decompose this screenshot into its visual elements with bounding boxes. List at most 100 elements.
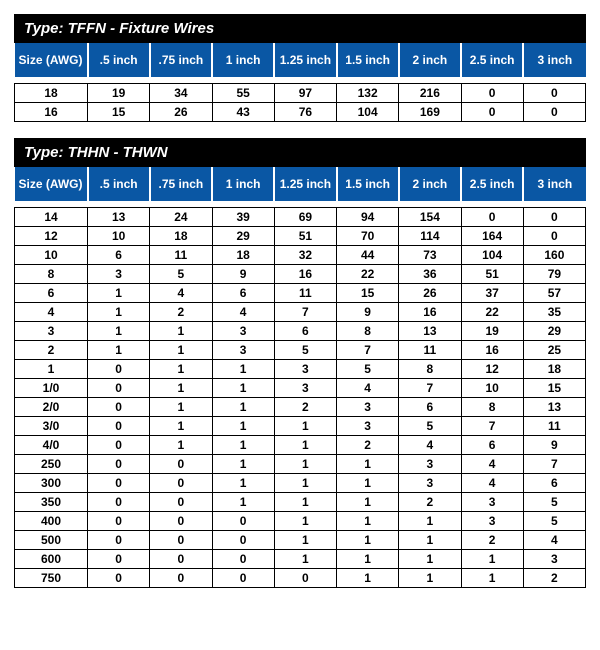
value-cell: 1 <box>274 436 336 455</box>
table-row: 1061118324473104160 <box>15 246 586 265</box>
value-cell: 16 <box>274 265 336 284</box>
table-row: 75000001112 <box>15 569 586 588</box>
value-cell: 7 <box>337 341 399 360</box>
size-cell: 350 <box>15 493 88 512</box>
table-type-title: Type: TFFN - Fixture Wires <box>14 14 586 43</box>
value-cell: 13 <box>523 398 585 417</box>
size-cell: 18 <box>15 84 88 103</box>
value-cell: 2 <box>461 531 523 550</box>
value-cell: 34 <box>150 84 212 103</box>
value-cell: 4 <box>461 455 523 474</box>
value-cell: 1 <box>212 455 274 474</box>
value-cell: 1 <box>88 341 150 360</box>
value-cell: 39 <box>212 208 274 227</box>
size-cell: 750 <box>15 569 88 588</box>
table-row: 25000111347 <box>15 455 586 474</box>
value-cell: 1 <box>212 398 274 417</box>
value-cell: 0 <box>88 474 150 493</box>
value-cell: 0 <box>88 379 150 398</box>
table-row: 211357111625 <box>15 341 586 360</box>
value-cell: 1 <box>274 531 336 550</box>
value-cell: 1 <box>274 455 336 474</box>
value-cell: 3 <box>212 341 274 360</box>
value-cell: 5 <box>274 341 336 360</box>
value-cell: 9 <box>212 265 274 284</box>
value-cell: 0 <box>88 436 150 455</box>
value-cell: 2 <box>337 436 399 455</box>
value-cell: 1 <box>337 493 399 512</box>
value-cell: 0 <box>461 103 523 122</box>
value-cell: 0 <box>88 398 150 417</box>
value-cell: 0 <box>88 493 150 512</box>
value-cell: 0 <box>212 512 274 531</box>
value-cell: 1 <box>212 417 274 436</box>
column-header: .75 inch <box>150 43 212 77</box>
size-cell: 6 <box>15 284 88 303</box>
column-header: 3 inch <box>523 43 585 77</box>
value-cell: 19 <box>88 84 150 103</box>
value-cell: 97 <box>274 84 336 103</box>
value-cell: 1 <box>337 474 399 493</box>
value-cell: 1 <box>337 455 399 474</box>
table-type-title: Type: THHN - THWN <box>14 138 586 167</box>
table-row: 1210182951701141640 <box>15 227 586 246</box>
value-cell: 51 <box>274 227 336 246</box>
value-cell: 1 <box>399 531 461 550</box>
value-cell: 104 <box>337 103 399 122</box>
size-cell: 600 <box>15 550 88 569</box>
value-cell: 0 <box>523 208 585 227</box>
value-cell: 0 <box>212 531 274 550</box>
value-cell: 0 <box>461 208 523 227</box>
value-cell: 16 <box>399 303 461 322</box>
value-cell: 94 <box>337 208 399 227</box>
value-cell: 1 <box>88 322 150 341</box>
value-cell: 26 <box>399 284 461 303</box>
value-cell: 104 <box>461 246 523 265</box>
value-cell: 70 <box>337 227 399 246</box>
value-cell: 25 <box>523 341 585 360</box>
size-cell: 300 <box>15 474 88 493</box>
value-cell: 43 <box>212 103 274 122</box>
table-row: 412479162235 <box>15 303 586 322</box>
value-cell: 32 <box>274 246 336 265</box>
value-cell: 0 <box>150 474 212 493</box>
value-cell: 0 <box>461 84 523 103</box>
value-cell: 0 <box>274 569 336 588</box>
value-cell: 1 <box>399 569 461 588</box>
value-cell: 3 <box>274 360 336 379</box>
table-row: 2/0011236813 <box>15 398 586 417</box>
value-cell: 18 <box>212 246 274 265</box>
value-cell: 11 <box>523 417 585 436</box>
column-header: .75 inch <box>150 167 212 201</box>
value-cell: 10 <box>88 227 150 246</box>
size-cell: 4 <box>15 303 88 322</box>
value-cell: 37 <box>461 284 523 303</box>
value-cell: 0 <box>212 569 274 588</box>
value-cell: 4 <box>523 531 585 550</box>
value-cell: 57 <box>523 284 585 303</box>
table-row: 3/0011135711 <box>15 417 586 436</box>
value-cell: 13 <box>399 322 461 341</box>
table-row: 40000011135 <box>15 512 586 531</box>
value-cell: 169 <box>399 103 461 122</box>
column-header: 1.5 inch <box>337 43 399 77</box>
column-header: Size (AWG) <box>15 167 88 201</box>
value-cell: 0 <box>150 455 212 474</box>
value-cell: 1 <box>337 512 399 531</box>
column-header: .5 inch <box>88 43 150 77</box>
value-cell: 2 <box>150 303 212 322</box>
value-cell: 2 <box>523 569 585 588</box>
value-cell: 7 <box>461 417 523 436</box>
value-cell: 5 <box>399 417 461 436</box>
value-cell: 4 <box>212 303 274 322</box>
value-cell: 1 <box>274 417 336 436</box>
value-cell: 160 <box>523 246 585 265</box>
column-header: 2 inch <box>399 43 461 77</box>
value-cell: 3 <box>337 398 399 417</box>
value-cell: 5 <box>150 265 212 284</box>
value-cell: 44 <box>337 246 399 265</box>
value-cell: 132 <box>337 84 399 103</box>
table-row: 30000111346 <box>15 474 586 493</box>
value-cell: 0 <box>88 550 150 569</box>
size-cell: 8 <box>15 265 88 284</box>
